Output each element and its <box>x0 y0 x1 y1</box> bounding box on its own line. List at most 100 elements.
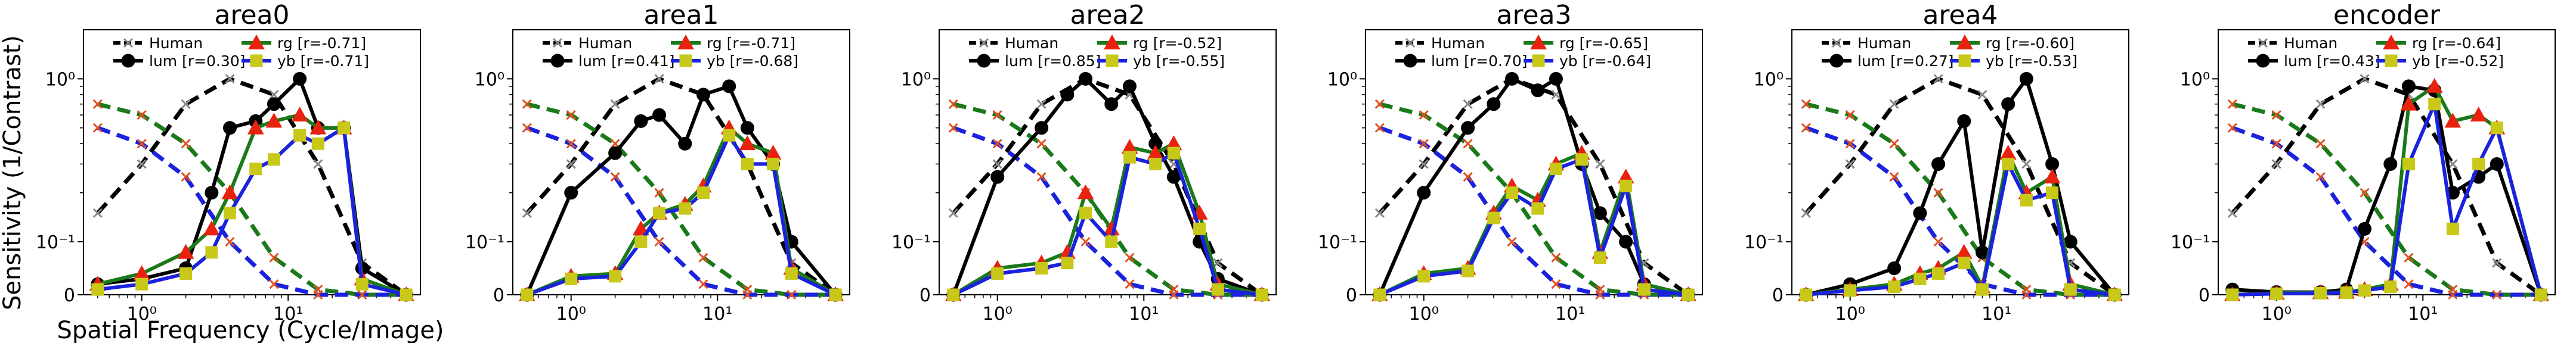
data-point <box>400 288 413 301</box>
data-point <box>1957 114 1971 128</box>
data-point <box>1595 159 1605 169</box>
data-point <box>2404 279 2414 289</box>
data-point <box>564 186 578 200</box>
series-line-human-yb <box>97 126 407 297</box>
legend-label: yb [r=-0.68] <box>707 52 798 70</box>
series-line-lum <box>951 77 1263 297</box>
data-point <box>203 220 220 236</box>
data-point <box>2002 157 2015 170</box>
data-point <box>2021 159 2032 169</box>
data-point <box>1889 139 1899 149</box>
data-point <box>741 157 754 170</box>
data-point <box>267 97 281 111</box>
data-point <box>1933 188 1943 198</box>
series-line-human-yb <box>1379 126 1689 297</box>
y-tick-label: 10⁰ <box>475 69 504 90</box>
legend-label: yb [r=-0.53] <box>1986 52 2077 70</box>
data-point <box>1845 159 1855 169</box>
legend-marker <box>1829 54 1844 68</box>
series-line-human-rg <box>1379 102 1689 297</box>
data-point <box>1255 288 1268 301</box>
legend-marker <box>1532 54 1545 67</box>
data-point <box>2227 123 2237 133</box>
data-point <box>1149 157 1162 170</box>
y-tick-label: 0 <box>493 285 504 306</box>
y-tick-label: 0 <box>919 285 931 306</box>
data-point <box>269 279 279 289</box>
data-point <box>1682 288 1695 301</box>
data-point <box>2271 159 2281 169</box>
y-tick-label: 10⁻¹ <box>465 232 504 253</box>
data-point <box>1595 289 1605 300</box>
data-point <box>1800 288 1813 301</box>
data-point <box>1166 170 1181 184</box>
series-line-yb <box>952 151 1262 297</box>
data-point <box>1122 79 1137 93</box>
data-point <box>1801 208 1811 218</box>
data-point <box>2360 188 2370 198</box>
data-point <box>1105 235 1118 248</box>
data-point <box>309 119 327 135</box>
data-point <box>1213 258 1223 268</box>
data-point <box>1035 262 1048 275</box>
series-line-human <box>2231 76 2543 297</box>
legend-label: Human <box>1431 35 1485 52</box>
data-point <box>355 277 369 291</box>
data-point <box>1374 99 1385 109</box>
data-point <box>1417 186 1431 200</box>
data-point <box>1079 71 1093 86</box>
series-line-human-rg <box>526 102 836 297</box>
legend-label: lum [r=0.85] <box>1005 52 1101 70</box>
data-point <box>610 99 620 109</box>
data-point <box>1169 289 1179 300</box>
legend-marker <box>552 38 563 48</box>
data-point <box>767 157 780 170</box>
data-point <box>205 186 219 200</box>
legend-marker <box>248 34 265 49</box>
data-point <box>2227 208 2237 218</box>
legend-label: rg [r=-0.71] <box>277 35 366 52</box>
data-point <box>2472 157 2485 170</box>
data-point <box>698 279 708 289</box>
data-point <box>225 236 235 247</box>
data-point <box>2384 280 2397 294</box>
data-point <box>1463 139 1473 149</box>
data-point <box>634 114 648 128</box>
data-point <box>1914 272 1927 285</box>
legend-marker <box>1831 38 1842 48</box>
data-point <box>293 71 307 86</box>
data-point <box>1958 257 1971 270</box>
data-point <box>137 139 147 149</box>
data-point <box>652 108 667 122</box>
data-point <box>1932 267 1945 280</box>
legend-label: yb [r=-0.52] <box>2412 52 2504 70</box>
data-point <box>2490 121 2503 135</box>
data-point <box>1955 244 1973 259</box>
data-point <box>2270 287 2283 300</box>
data-point <box>2001 97 2015 111</box>
data-point <box>1931 157 1946 171</box>
legend-label: Human <box>149 35 203 52</box>
legend-marker <box>1958 54 1971 67</box>
data-point <box>2019 71 2033 86</box>
x-tick-label: 10⁰ <box>127 304 157 325</box>
data-point <box>2448 289 2458 300</box>
data-point <box>521 288 534 301</box>
data-point <box>2044 169 2061 184</box>
data-point <box>1463 99 1473 109</box>
x-tick-label: 10⁰ <box>983 304 1013 325</box>
data-point <box>1551 279 1561 289</box>
data-point <box>1593 251 1606 264</box>
data-point <box>1125 252 1135 263</box>
data-point <box>223 121 237 135</box>
legend-marker <box>1530 34 1547 49</box>
data-point <box>1933 74 1943 84</box>
series-line-human-yb <box>2231 126 2541 297</box>
plot-frame <box>1365 29 1703 295</box>
data-point <box>2358 284 2371 297</box>
panel-title: area4 <box>1922 0 1998 30</box>
